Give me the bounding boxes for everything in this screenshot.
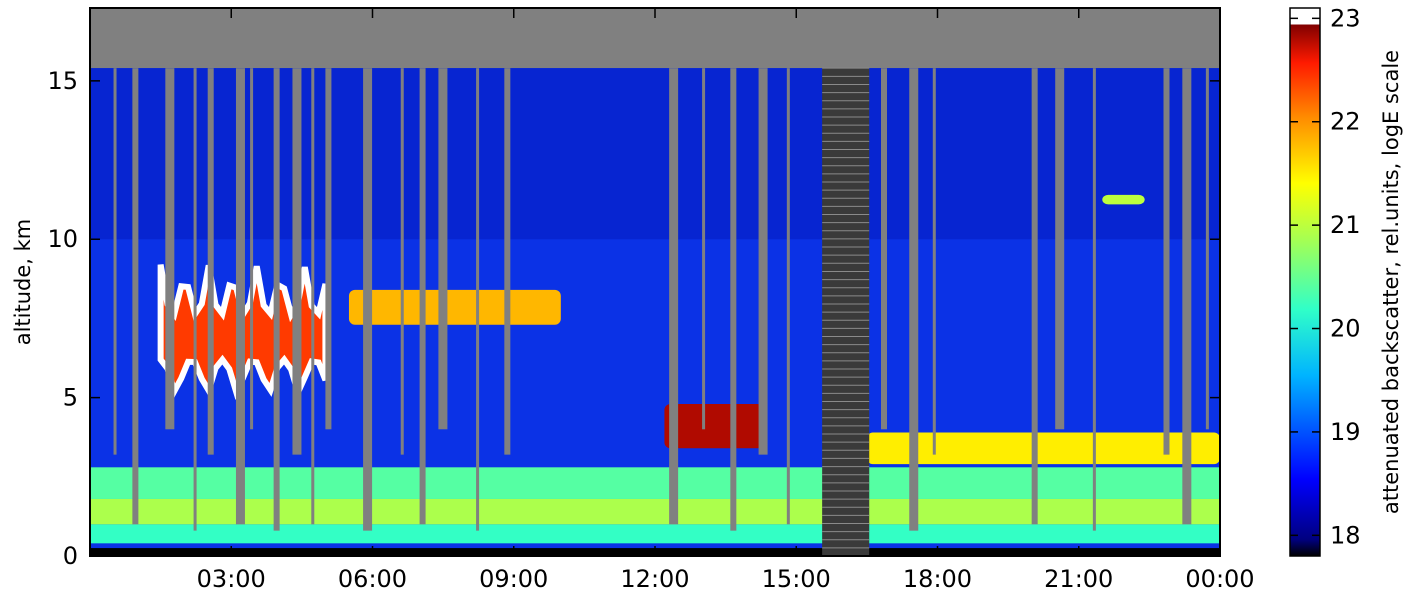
masked-streak <box>1031 68 1038 525</box>
masked-streak <box>1205 68 1209 430</box>
masked-streak <box>113 68 117 455</box>
x-tick-label: 12:00 <box>620 565 689 593</box>
masked-streak <box>669 68 679 525</box>
x-tick-label: 15:00 <box>762 565 831 593</box>
masked-streak <box>1163 68 1170 455</box>
backscatter-heatmap <box>90 8 1220 556</box>
colorbar-tick-label: 22 <box>1330 108 1361 136</box>
boundary-layer-band <box>90 524 1220 544</box>
y-tick-label: 10 <box>47 225 78 253</box>
masked-streak <box>250 68 254 430</box>
masked-streak <box>438 68 448 430</box>
x-tick-label: 06:00 <box>338 565 407 593</box>
cloud-layer-4.2km <box>664 403 764 449</box>
y-tick-label: 15 <box>47 67 78 95</box>
masked-streak <box>758 68 768 455</box>
masked-streak <box>730 68 737 531</box>
colorbar-scale <box>1289 7 1321 557</box>
masked-streak <box>207 68 214 455</box>
y-tick-label: 5 <box>63 384 78 412</box>
masked-streak <box>881 68 887 430</box>
x-tick-label: 00:00 <box>1185 565 1254 593</box>
elevated-layer-3.5km <box>866 432 1220 465</box>
colorbar-label: attenuated backscatter, rel.units, logE … <box>1379 50 1403 514</box>
masked-streak <box>165 68 175 430</box>
masked-streak <box>363 68 373 531</box>
boundary-layer-band <box>90 498 1220 525</box>
masked-streak <box>1182 68 1192 525</box>
masked-streak <box>193 68 197 531</box>
masked-streak <box>235 68 245 525</box>
y-axis: 0 5 10 15 <box>47 67 1220 570</box>
masked-streak <box>932 68 936 455</box>
masked-streak <box>702 68 706 430</box>
masked-streak <box>400 68 404 455</box>
masked-streak <box>325 68 332 430</box>
x-tick-label: 18:00 <box>903 565 972 593</box>
colorbar-ticks: 18 19 20 21 22 23 <box>1290 4 1361 549</box>
colorbar-tick-label: 23 <box>1330 4 1361 32</box>
masked-streak <box>132 68 139 525</box>
colorbar-tick-label: 20 <box>1330 315 1361 343</box>
masked-streak <box>476 68 480 531</box>
masked-streak <box>419 68 426 525</box>
masked-streak <box>909 68 919 531</box>
boundary-layer-band <box>90 467 1220 499</box>
plot-area <box>89 7 1221 557</box>
masked-streak <box>292 68 302 455</box>
y-axis-label: altitude, km <box>11 219 35 346</box>
colorbar: 18 19 20 21 22 23 attenuated backscatter, rel… <box>1289 4 1403 557</box>
colorbar-tick-label: 21 <box>1330 211 1361 239</box>
colorbar-tick-label: 18 <box>1330 521 1361 549</box>
y-tick-label: 0 <box>63 542 78 570</box>
masked-streak <box>1092 68 1096 531</box>
x-axis: 03:00 06:00 09:00 12:00 15:00 18:00 21:00 00:00 <box>197 8 1255 593</box>
x-tick-label: 03:00 <box>197 565 266 593</box>
masked-streak <box>1055 68 1065 430</box>
masked-streak <box>311 68 315 525</box>
masked-region-top <box>90 8 1220 69</box>
x-tick-label: 09:00 <box>479 565 548 593</box>
masked-streak <box>786 68 790 525</box>
colorbar-tick-label: 19 <box>1330 418 1361 446</box>
upper-troposphere <box>90 68 1220 240</box>
masked-streak <box>273 68 280 531</box>
masked-streak <box>504 68 511 455</box>
cloud-layer-7.5km <box>348 289 561 325</box>
x-tick-label: 21:00 <box>1044 565 1113 593</box>
cirrus-11km <box>1102 194 1145 205</box>
